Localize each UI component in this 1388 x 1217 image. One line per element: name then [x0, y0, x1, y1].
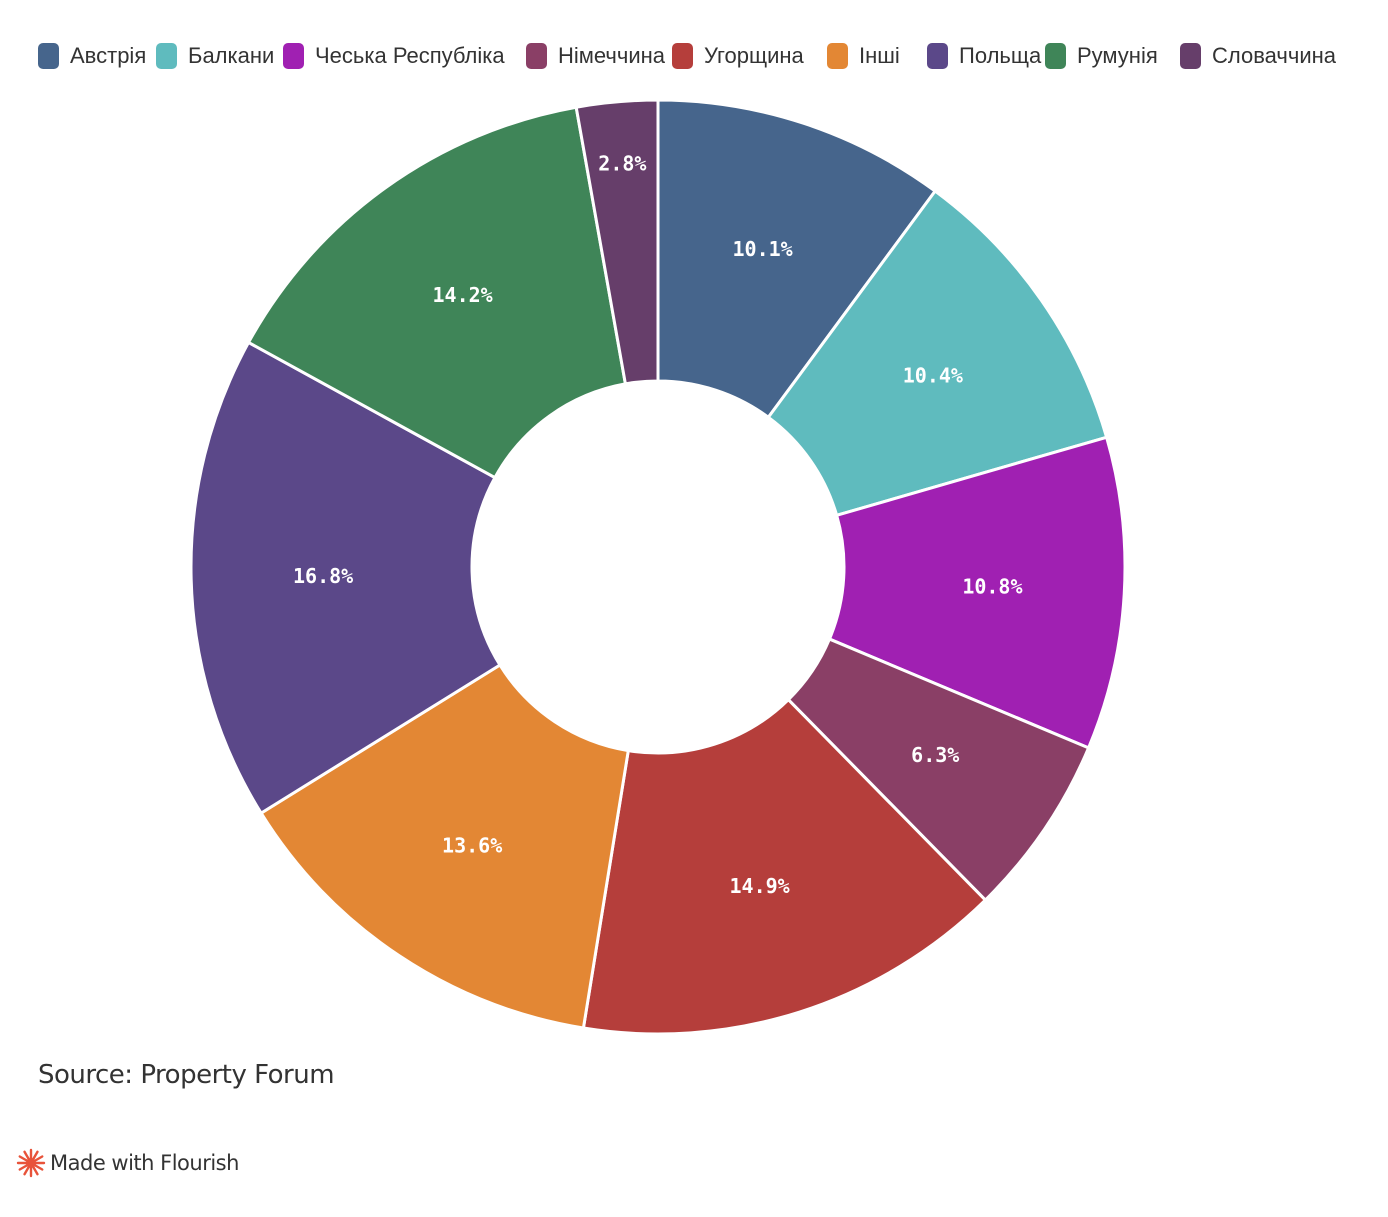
chart-legend: Австрія Балкани Чеська Республіка Німеччина… — [38, 38, 1358, 74]
donut-slice[interactable] — [581, 698, 987, 1036]
legend-label: Чеська Республіка — [315, 43, 505, 68]
legend-label: Румунія — [1077, 43, 1158, 68]
donut-chart: 10.1% 10.4% 10.8% 6.3% 14.9% 13.6% 16.8% 14.2% 2… — [189, 98, 1127, 1036]
slice-value-label: 10.1% — [733, 237, 793, 261]
donut-slice[interactable] — [189, 340, 502, 815]
legend-swatch — [827, 43, 848, 69]
legend-label: Балкани — [188, 43, 275, 68]
legend-item[interactable]: Інші — [827, 38, 900, 74]
donut-slice[interactable] — [574, 98, 660, 386]
legend-swatch — [156, 43, 177, 69]
donut-slice[interactable] — [766, 189, 1109, 517]
legend-swatch — [927, 43, 948, 69]
legend-item[interactable]: Німеччина — [526, 38, 665, 74]
legend-item[interactable]: Румунія — [1045, 38, 1158, 74]
legend-swatch — [1180, 43, 1201, 69]
legend-item[interactable]: Австрія — [38, 38, 146, 74]
legend-label: Німеччина — [558, 43, 666, 68]
legend-label: Польща — [959, 43, 1042, 68]
legend-label: Інші — [859, 43, 900, 68]
legend-item[interactable]: Балкани — [156, 38, 274, 74]
legend-swatch — [38, 43, 59, 69]
slice-value-label: 14.9% — [730, 874, 790, 898]
slice-value-label: 10.4% — [903, 363, 963, 387]
legend-label: Словаччина — [1212, 43, 1336, 68]
legend-swatch — [526, 43, 547, 69]
legend-label: Австрія — [70, 43, 147, 68]
flourish-credit-text: Made with Flourish — [50, 1151, 239, 1175]
donut-slice[interactable] — [656, 98, 937, 419]
slice-value-label: 2.8% — [598, 152, 646, 176]
legend-label: Угорщина — [704, 43, 804, 68]
slice-value-label: 6.3% — [911, 743, 959, 767]
slice-value-label: 13.6% — [442, 834, 502, 858]
flourish-credit[interactable]: Made with Flourish — [16, 1148, 239, 1178]
source-note: Source: Property Forum — [38, 1060, 335, 1090]
legend-swatch — [672, 43, 693, 69]
legend-swatch — [1045, 43, 1066, 69]
legend-item[interactable]: Польща — [927, 38, 1041, 74]
donut-slice[interactable] — [259, 663, 630, 1030]
slice-value-label: 10.8% — [962, 574, 1022, 598]
legend-item[interactable]: Чеська Республіка — [283, 38, 505, 74]
legend-item[interactable]: Угорщина — [672, 38, 804, 74]
slice-value-label: 16.8% — [293, 564, 353, 588]
flourish-logo-icon — [16, 1148, 46, 1178]
donut-slice[interactable] — [827, 435, 1127, 750]
legend-swatch — [283, 43, 304, 69]
slice-value-label: 14.2% — [433, 283, 493, 307]
donut-slice[interactable] — [247, 105, 627, 480]
legend-item[interactable]: Словаччина — [1180, 38, 1336, 74]
